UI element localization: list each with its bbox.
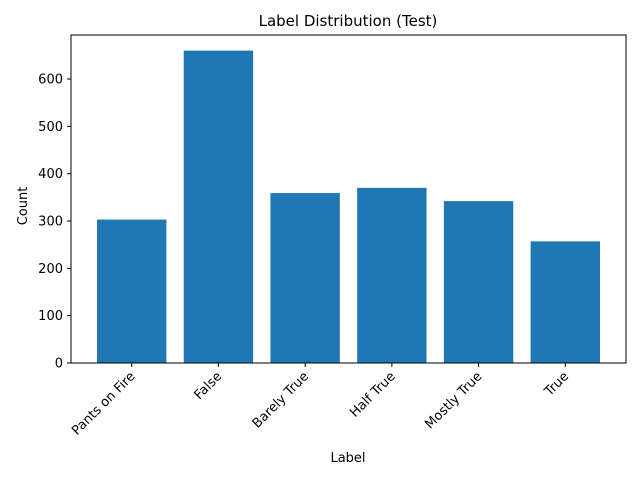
plot-frame [70, 34, 627, 364]
bar [530, 241, 600, 363]
bar [443, 201, 514, 363]
x-tick-label: Half True [347, 369, 398, 420]
bar [183, 50, 254, 364]
y-axis-label: Count [16, 187, 31, 226]
y-tick-label: 500 [38, 120, 63, 135]
bar [357, 187, 427, 363]
x-tick-label: Pants on Fire [69, 369, 138, 438]
x-tick-label: True [541, 369, 572, 400]
bars-group [97, 50, 600, 364]
x-tick-label: Barely True [250, 369, 312, 431]
x-tick-label: False [192, 369, 226, 403]
y-tick-label: 400 [38, 167, 63, 182]
x-ticks-group: Pants on Fire False Barely True Half True Mo… [69, 363, 572, 439]
bar [270, 193, 340, 363]
y-tick-label: 600 [38, 73, 63, 88]
x-axis-label: Label [330, 451, 365, 466]
bar [97, 219, 167, 363]
y-tick-label: 100 [38, 309, 63, 324]
y-tick-label: 200 [38, 262, 63, 277]
chart-title: Label Distribution (Test) [259, 12, 438, 30]
y-ticks-group: 0 100 200 300 400 500 600 [38, 73, 71, 372]
y-tick-label: 0 [55, 357, 63, 372]
y-tick-label: 300 [38, 215, 63, 230]
x-tick-label: Mostly True [422, 369, 485, 432]
axes-group [70, 34, 627, 364]
